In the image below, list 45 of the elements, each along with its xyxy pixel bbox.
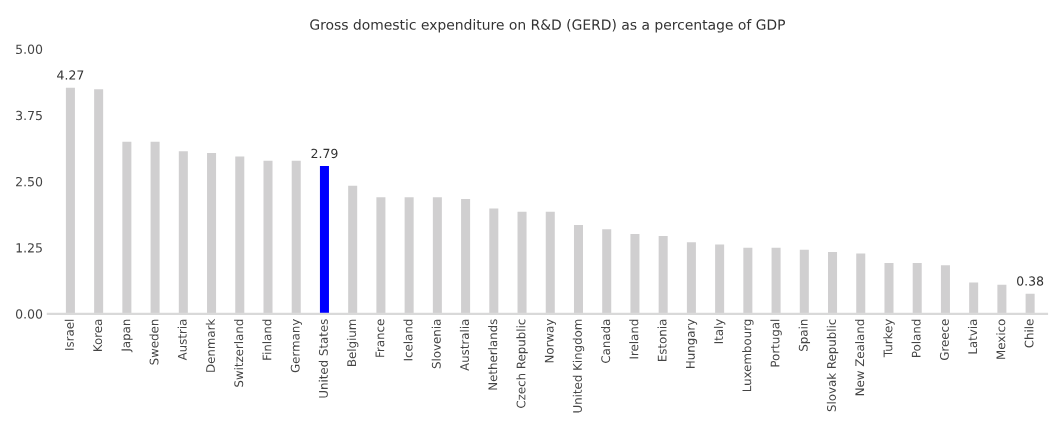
data-label: 0.38	[1017, 276, 1044, 286]
x-tick-label: France	[375, 319, 385, 357]
y-tick-label: 3.75	[16, 110, 42, 121]
x-tick-label: United Kingdom	[572, 319, 585, 413]
x-tick-label: Ireland	[629, 319, 639, 359]
x-tick-label: Austria	[177, 319, 187, 361]
x-tick-label: Japan	[121, 319, 133, 353]
x-tick-label: Israel	[64, 319, 74, 350]
x-tick-label: Luxembourg	[742, 319, 754, 392]
y-tick-label: 2.50	[16, 176, 43, 187]
x-tick-label: Germany	[290, 319, 302, 373]
x-tick-label: Slovak Republic	[826, 319, 839, 412]
x-tick-label: Denmark	[205, 318, 215, 372]
y-tick-label: 5.00	[16, 44, 43, 55]
bar	[319, 166, 329, 314]
x-tick-label: Poland	[911, 319, 921, 357]
x-tick-label: Australia	[459, 319, 470, 371]
x-tick-label: Mexico	[996, 319, 1006, 359]
x-tick-label: Korea	[93, 319, 103, 352]
x-tick-label: Switzerland	[234, 319, 244, 387]
data-label: 2.79	[311, 148, 338, 159]
x-tick-label: Slovenia	[431, 319, 441, 369]
x-tick-label: Czech Republic	[516, 319, 528, 408]
x-tick-label: Estonia	[657, 319, 667, 362]
x-tick-label: Italy	[713, 319, 726, 344]
x-tick-label: Norway	[544, 319, 556, 363]
x-tick-label: Canada	[601, 319, 611, 363]
y-tick-label: 0.00	[15, 309, 43, 319]
x-tick-label: Spain	[798, 319, 811, 351]
x-tick-label: Belgium	[346, 319, 359, 366]
x-tick-label: New Zealand	[855, 319, 865, 396]
x-tick-label: Netherlands	[488, 319, 498, 390]
data-label: 4.27	[57, 70, 84, 80]
y-tick-label: 1.25	[16, 243, 42, 253]
x-tick-label: Hungary	[686, 319, 698, 368]
x-tick-label: Chile	[1024, 319, 1034, 348]
x-tick-label: Iceland	[403, 319, 413, 361]
x-tick-label: United States	[318, 319, 328, 398]
x-tick-label: Turkey	[883, 319, 895, 358]
x-tick-label: Latvia	[967, 319, 978, 354]
x-tick-label: Portugal	[770, 319, 782, 367]
chart-title: Gross domestic expenditure on R&D (GERD) as a percentage of GDP	[310, 19, 786, 33]
x-tick-label: Sweden	[149, 319, 159, 365]
x-tick-label: Finland	[262, 319, 272, 360]
x-tick-label: Greece	[939, 319, 949, 361]
